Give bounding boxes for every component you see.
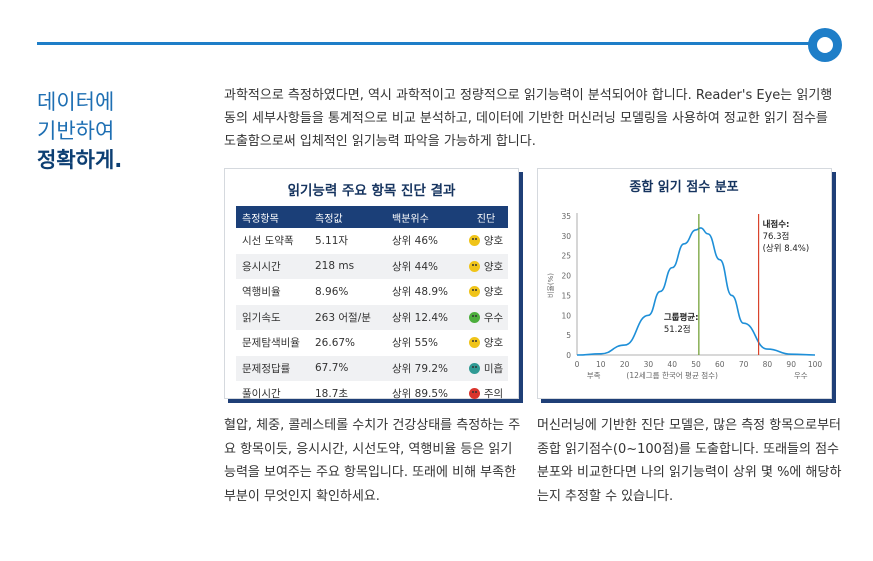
cell-value: 67.7% (309, 355, 386, 381)
x-tick-label: 40 (667, 360, 677, 369)
cell-diag: 미흡 (465, 355, 508, 381)
good-face-icon (468, 260, 480, 272)
cell-pct: 상위 48.9% (392, 286, 449, 299)
axis-note-left: 부족 (587, 371, 601, 380)
cell-value: 26.67% (315, 336, 356, 349)
diagnosis-table-panel: 읽기능력 주요 항목 진단 결과 측정항목 측정값 백분위수 진단 시선 도약폭… (224, 168, 519, 400)
diag-label: 양호 (483, 286, 504, 299)
table-row: 문제탐색비율 26.67% 상위 55% 양호 (236, 330, 508, 356)
diag-label: 양호 (483, 260, 504, 273)
cell-pct: 상위 55% (392, 337, 438, 350)
my-score-label: 내점수: (763, 219, 790, 230)
axis-note-right: 우수 (794, 371, 808, 380)
caution-face-icon (468, 388, 480, 400)
cell-diag: 양호 (465, 253, 508, 279)
cell-pct: 상위 46% (392, 235, 438, 248)
cell-item: 응시시간 (236, 253, 309, 279)
col-header-diag: 진단 (465, 206, 508, 228)
distribution-chart: 종합 읽기 점수 분포 0 5 10 15 20 25 30 35 0 10 20 30 40 50 60 70… (546, 179, 823, 380)
col-header-pct: 백분위수 (386, 206, 465, 228)
table-header-row: 측정항목 측정값 백분위수 진단 (236, 206, 508, 228)
diagnosis-table: 측정항목 측정값 백분위수 진단 시선 도약폭 5.11자 상위 46% 양호 응시시간… (236, 206, 508, 407)
side-heading-line2: 기반하여 (37, 119, 115, 143)
y-axis-label: 비율(%) (546, 273, 555, 298)
cell-pct: 상위 44% (386, 253, 465, 279)
cell-diag: 양호 (465, 279, 508, 305)
col-header-value: 측정값 (309, 206, 386, 228)
chart-title: 종합 읽기 점수 분포 (629, 179, 738, 195)
y-tick-label: 20 (561, 272, 571, 281)
cell-diag: 양호 (465, 228, 508, 254)
table-row: 읽기속도 263 어절/분 상위 12.4% 우수 (236, 304, 508, 330)
cell-item: 문제정답률 (236, 355, 309, 381)
cell-diag: 우수 (465, 304, 508, 330)
table-row: 풀이시간 18.7초 상위 89.5% 주의 (236, 381, 508, 407)
x-tick-label: 50 (691, 360, 701, 369)
y-tick-label: 0 (566, 351, 571, 360)
table-caption: 혈압, 체중, 콜레스테롤 수치가 건강상태를 측정하는 주요 항목이듯, 응시… (224, 418, 521, 504)
diag-label: 양호 (483, 235, 504, 248)
x-tick-label: 30 (644, 360, 654, 369)
chart-caption: 머신러닝에 기반한 진단 모델은, 많은 측정 항목으로부터 종합 읽기점수(0… (537, 418, 842, 504)
table-row: 시선 도약폭 5.11자 상위 46% 양호 (236, 228, 508, 254)
group-average-value: 51.2점 (664, 324, 691, 335)
cell-value: 218 ms (309, 253, 386, 279)
cell-item: 문제탐색비율 (242, 337, 300, 350)
diag-label: 양호 (483, 337, 504, 350)
intro-paragraph: 과학적으로 측정하였다면, 역시 과학적이고 정량적으로 읽기능력이 분석되어야… (224, 88, 833, 149)
table-row: 응시시간 218 ms 상위 44% 양호 (236, 253, 508, 279)
cell-diag: 주의 (465, 381, 508, 407)
y-tick-label: 25 (561, 252, 571, 261)
good-face-icon (468, 286, 480, 298)
diag-label: 미흡 (483, 362, 504, 375)
cell-pct: 상위 12.4% (386, 304, 465, 330)
excellent-face-icon (468, 311, 480, 323)
my-score-value: 76.3점 (763, 231, 790, 242)
x-tick-label: 70 (739, 360, 749, 369)
side-heading-line1: 데이터에 (37, 90, 115, 114)
cell-value: 8.96% (315, 285, 349, 298)
table-row: 문제정답률 67.7% 상위 79.2% 미흡 (236, 355, 508, 381)
cell-pct: 상위 89.5% (392, 388, 449, 401)
x-tick-label: 20 (620, 360, 630, 369)
side-heading-line3: 정확하게. (37, 148, 123, 172)
x-tick-label: 90 (786, 360, 796, 369)
x-tick-label: 60 (715, 360, 725, 369)
score-distribution-panel: 종합 읽기 점수 분포 0 5 10 15 20 25 30 35 0 10 20 30 40 50 60 70… (537, 168, 832, 399)
y-tick-label: 30 (561, 232, 571, 241)
y-tick-label: 35 (561, 212, 571, 221)
good-face-icon (468, 337, 480, 349)
cell-diag: 양호 (465, 330, 508, 356)
header-rule (37, 42, 812, 45)
side-heading: 데이터에 기반하여 정확하게. (37, 88, 122, 175)
insufficient-face-icon (468, 362, 480, 374)
diag-label: 주의 (483, 388, 504, 401)
table-row: 역행비율 8.96% 상위 48.9% 양호 (236, 279, 508, 305)
cell-item: 역행비율 (242, 286, 281, 299)
y-tick-label: 5 (566, 331, 571, 340)
x-tick-label: 100 (808, 360, 823, 369)
y-tick-label: 15 (561, 291, 571, 300)
x-tick-label: 10 (596, 360, 606, 369)
my-score-rank: (상위 8.4%) (763, 243, 810, 254)
x-tick-label: 80 (763, 360, 773, 369)
cell-value: 18.7초 (315, 388, 349, 401)
good-face-icon (468, 235, 480, 247)
axis-note-center: (12세그룹 한국어 평균 점수) (626, 370, 718, 380)
col-header-item: 측정항목 (236, 206, 309, 228)
diag-label: 우수 (483, 311, 504, 324)
cell-item: 시선 도약폭 (242, 235, 294, 248)
x-tick-label: 0 (575, 360, 580, 369)
cell-value: 263 어절/분 (309, 304, 386, 330)
cell-item: 읽기속도 (236, 304, 309, 330)
logo-icon (808, 28, 842, 62)
logo-dot (826, 52, 833, 59)
group-average-label: 그룹평균: (664, 312, 699, 323)
cell-item: 풀이시간 (242, 388, 281, 401)
cell-value: 5.11자 (315, 235, 349, 248)
cell-pct: 상위 79.2% (386, 355, 465, 381)
table-title: 읽기능력 주요 항목 진단 결과 (287, 183, 456, 199)
y-tick-label: 10 (561, 311, 571, 320)
